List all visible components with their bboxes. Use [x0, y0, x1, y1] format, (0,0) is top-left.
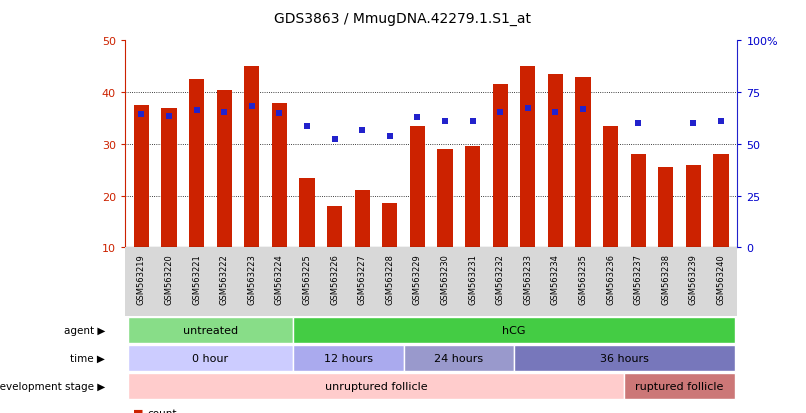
Text: GSM563219: GSM563219	[137, 253, 146, 304]
Text: GSM563223: GSM563223	[247, 253, 256, 304]
Bar	[355, 191, 370, 248]
Text: GSM563233: GSM563233	[523, 253, 532, 304]
Text: 24 hours: 24 hours	[434, 353, 484, 363]
Text: 36 hours: 36 hours	[600, 353, 649, 363]
Bar	[548, 75, 563, 248]
Text: time ▶: time ▶	[70, 353, 105, 363]
Bar	[625, 373, 735, 399]
Text: GSM563234: GSM563234	[550, 253, 560, 304]
Text: 0 hour: 0 hour	[193, 353, 229, 363]
Bar	[382, 204, 397, 248]
Bar	[127, 373, 625, 399]
Bar	[327, 206, 343, 248]
Bar	[127, 317, 293, 343]
Text: ■: ■	[133, 408, 143, 413]
Bar	[659, 168, 673, 248]
Text: 12 hours: 12 hours	[324, 353, 373, 363]
Text: GSM563231: GSM563231	[468, 253, 477, 304]
Bar	[272, 103, 287, 248]
Text: GSM563224: GSM563224	[275, 253, 284, 304]
Text: unruptured follicle: unruptured follicle	[325, 381, 427, 391]
Text: GSM563235: GSM563235	[579, 253, 588, 304]
Bar	[217, 90, 232, 248]
Bar	[404, 345, 514, 371]
Bar	[134, 106, 149, 248]
Bar	[630, 155, 646, 248]
Bar	[492, 85, 508, 248]
Bar	[244, 67, 260, 248]
Bar	[575, 77, 591, 248]
Text: GDS3863 / MmugDNA.42279.1.S1_at: GDS3863 / MmugDNA.42279.1.S1_at	[275, 12, 531, 26]
Text: GSM563238: GSM563238	[661, 253, 671, 304]
Bar	[520, 67, 535, 248]
Bar	[127, 345, 293, 371]
Text: GSM563240: GSM563240	[717, 253, 725, 304]
Text: development stage ▶: development stage ▶	[0, 381, 105, 391]
Text: GSM563221: GSM563221	[192, 253, 202, 304]
Text: hCG: hCG	[502, 325, 526, 335]
Text: GSM563227: GSM563227	[358, 253, 367, 304]
Text: GSM563226: GSM563226	[330, 253, 339, 304]
Text: GSM563236: GSM563236	[606, 253, 615, 304]
Text: untreated: untreated	[183, 325, 238, 335]
Bar	[465, 147, 480, 248]
Text: GSM563220: GSM563220	[164, 253, 173, 304]
Bar	[686, 165, 701, 248]
Bar	[293, 317, 735, 343]
Bar	[409, 126, 425, 248]
Bar	[161, 108, 177, 248]
Bar	[514, 345, 735, 371]
Text: GSM563232: GSM563232	[496, 253, 505, 304]
Text: ruptured follicle: ruptured follicle	[635, 381, 724, 391]
Bar	[300, 178, 314, 248]
Bar	[438, 150, 453, 248]
Text: GSM563230: GSM563230	[441, 253, 450, 304]
Text: GSM563222: GSM563222	[220, 253, 229, 304]
Text: agent ▶: agent ▶	[64, 325, 105, 335]
Text: GSM563237: GSM563237	[634, 253, 642, 304]
Bar	[603, 126, 618, 248]
Text: GSM563229: GSM563229	[413, 253, 422, 304]
Bar	[293, 345, 404, 371]
Text: count: count	[147, 408, 177, 413]
Text: GSM563228: GSM563228	[385, 253, 394, 304]
Text: GSM563225: GSM563225	[302, 253, 312, 304]
Bar	[713, 155, 729, 248]
Text: GSM563239: GSM563239	[689, 253, 698, 304]
Bar	[189, 80, 204, 248]
